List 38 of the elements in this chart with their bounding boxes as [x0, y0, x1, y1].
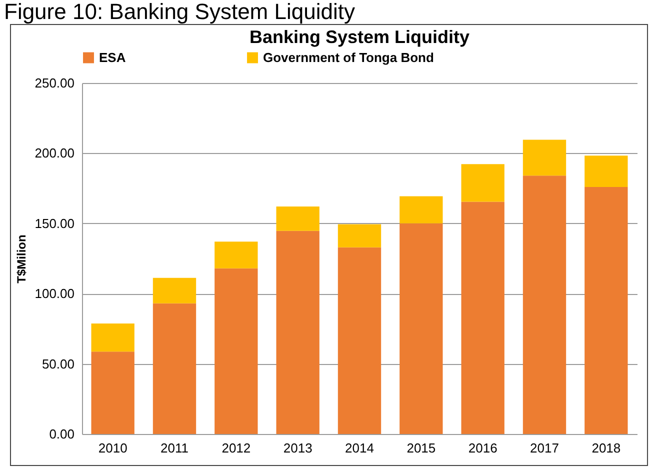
legend-label: ESA — [99, 50, 126, 65]
bar — [584, 156, 628, 188]
bar — [522, 176, 566, 434]
y-tick-label: 0.00 — [49, 426, 74, 442]
x-tick-label: 2012 — [222, 440, 251, 456]
bar — [522, 140, 566, 176]
bar — [461, 202, 504, 434]
bar — [400, 223, 443, 434]
y-tick-label: 50.00 — [42, 356, 74, 372]
bar — [400, 196, 443, 224]
y-axis-title: T$Milion — [14, 234, 29, 284]
y-tick-label: 100.00 — [34, 286, 74, 302]
bar — [338, 247, 382, 434]
bar — [152, 303, 196, 434]
chart-title: Banking System Liquidity — [249, 27, 470, 47]
x-tick-label: 2010 — [98, 440, 128, 456]
bar — [584, 187, 628, 434]
legend-label: Government of Tonga Bond — [263, 50, 434, 65]
x-tick-label: 2018 — [592, 440, 621, 456]
bar — [152, 278, 196, 304]
bar — [461, 164, 504, 202]
bar — [91, 324, 134, 352]
bar — [276, 206, 320, 231]
x-tick-label: 2016 — [468, 440, 498, 456]
caption: Figure 10: Banking System Liquidity — [3, 0, 356, 24]
bar — [214, 242, 258, 268]
bar — [338, 224, 382, 248]
x-tick-label: 2015 — [406, 440, 436, 456]
y-tick-label: 200.00 — [34, 146, 74, 161]
y-tick-label: 150.00 — [34, 216, 74, 231]
bar — [214, 268, 258, 434]
bar — [91, 352, 134, 434]
x-tick-label: 2011 — [160, 440, 188, 456]
bar — [276, 230, 320, 434]
x-tick-label: 2014 — [345, 440, 374, 456]
y-tick-label: 250.00 — [34, 76, 74, 90]
x-tick-label: 2017 — [530, 440, 559, 456]
x-tick-label: 2013 — [283, 440, 312, 456]
